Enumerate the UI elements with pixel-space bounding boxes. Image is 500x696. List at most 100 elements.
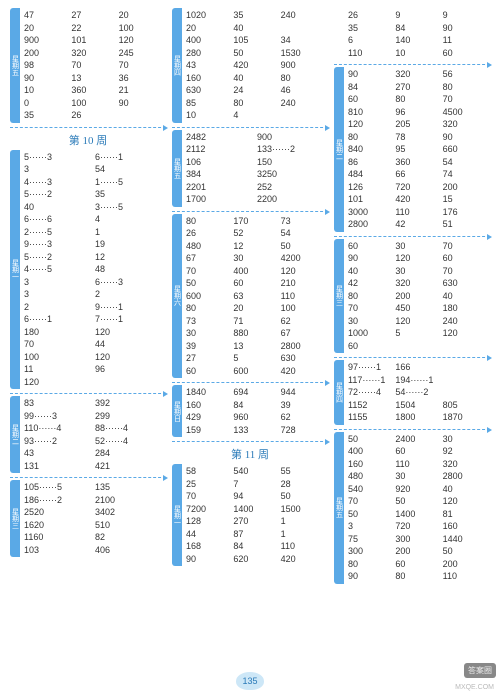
answer-grid: 4727202022100900101120200320245987070901… bbox=[20, 8, 166, 123]
answer-cell: 80 bbox=[395, 570, 442, 583]
answer-cell: 480 bbox=[186, 240, 233, 253]
answer-cell: 630 bbox=[443, 277, 490, 290]
answer-cell: 50 bbox=[233, 47, 280, 60]
answer-cell: 1800 bbox=[395, 411, 442, 424]
answer-cell: 74 bbox=[443, 168, 490, 181]
answer-cell: 80 bbox=[186, 302, 233, 315]
answer-cell: 67 bbox=[281, 327, 328, 340]
answer-block: 星期二8339299······3299110······488······49… bbox=[10, 396, 166, 473]
answer-cell: 140 bbox=[395, 34, 442, 47]
answer-grid: 5······36······13544······31······55····… bbox=[20, 150, 166, 390]
answer-cell: 35 bbox=[95, 188, 166, 201]
answer-cell: 120 bbox=[95, 326, 166, 339]
answer-cell: 694 bbox=[233, 386, 280, 399]
answer-cell: 85 bbox=[186, 97, 233, 110]
answer-cell: 420 bbox=[233, 59, 280, 72]
answer-cell: 101 bbox=[71, 34, 118, 47]
answer-cell: 105 bbox=[233, 34, 280, 47]
answer-cell: 280 bbox=[186, 47, 233, 60]
answer-cell: 5······3 bbox=[24, 151, 95, 164]
answer-cell: 166 bbox=[395, 361, 442, 374]
answer-cell: 7 bbox=[233, 478, 280, 491]
answer-cell: 27 bbox=[71, 9, 118, 22]
answer-cell: 2520 bbox=[24, 506, 95, 519]
answer-cell: 660 bbox=[443, 143, 490, 156]
answer-cell: 9······3 bbox=[24, 238, 95, 251]
answer-cell: 44 bbox=[95, 338, 166, 351]
answer-cell: 99······3 bbox=[24, 410, 95, 423]
answer-cell bbox=[95, 376, 166, 389]
answer-cell: 50 bbox=[348, 433, 395, 446]
answer-cell: 252 bbox=[257, 181, 328, 194]
answer-cell: 54······2 bbox=[395, 386, 442, 399]
answer-cell: 2 bbox=[24, 301, 95, 314]
answer-cell: 1 bbox=[281, 528, 328, 541]
answer-cell: 90 bbox=[443, 22, 490, 35]
section-separator bbox=[334, 357, 490, 358]
answer-cell: 50 bbox=[443, 545, 490, 558]
answer-cell bbox=[395, 340, 442, 353]
answer-cell: 6······1 bbox=[95, 151, 166, 164]
answer-cell: 60 bbox=[348, 240, 395, 253]
day-tab: 星期三 bbox=[334, 239, 344, 354]
answer-cell: 34 bbox=[281, 34, 328, 47]
answer-cell: 15 bbox=[443, 193, 490, 206]
answer-cell: 88······4 bbox=[95, 422, 166, 435]
answer-cell: 22 bbox=[71, 22, 118, 35]
section-separator bbox=[172, 441, 328, 442]
answer-cell: 9 bbox=[443, 9, 490, 22]
answer-cell bbox=[443, 340, 490, 353]
answer-cell: 186······2 bbox=[24, 494, 95, 507]
answer-cell: 6······6 bbox=[24, 213, 95, 226]
answer-cell: 86 bbox=[348, 156, 395, 169]
answer-block: 星期五5024003040060921601103204803028005409… bbox=[334, 432, 490, 584]
answer-cell: 93······2 bbox=[24, 435, 95, 448]
answer-cell: 194······1 bbox=[395, 374, 442, 387]
answer-cell: 1400 bbox=[395, 508, 442, 521]
answer-cell: 960 bbox=[233, 411, 280, 424]
answer-cell: 630 bbox=[186, 84, 233, 97]
answer-cell: 4500 bbox=[443, 106, 490, 119]
answer-cell: 300 bbox=[395, 533, 442, 546]
answer-cell: 3250 bbox=[257, 168, 328, 181]
answer-cell: 728 bbox=[281, 424, 328, 437]
answer-cell: 25 bbox=[186, 478, 233, 491]
answer-cell: 70 bbox=[348, 495, 395, 508]
answer-cell: 4······3 bbox=[24, 176, 95, 189]
answer-cell: 4200 bbox=[281, 252, 328, 265]
day-tab: 星期四 bbox=[172, 8, 182, 123]
answer-cell: 67 bbox=[186, 252, 233, 265]
answer-cell: 168 bbox=[186, 540, 233, 553]
answer-cell: 1152 bbox=[348, 399, 395, 412]
answer-cell: 9 bbox=[395, 9, 442, 22]
answer-cell: 9······1 bbox=[95, 301, 166, 314]
answer-cell: 120 bbox=[443, 495, 490, 508]
answer-cell: 240 bbox=[443, 315, 490, 328]
answer-cell: 73 bbox=[186, 315, 233, 328]
day-tab: 星期三 bbox=[10, 480, 20, 557]
answer-cell: 100 bbox=[24, 351, 95, 364]
answer-grid: 1020352402040400105342805015304342090016… bbox=[182, 8, 328, 123]
page-number: 135 bbox=[236, 672, 264, 690]
answer-cell: 1700 bbox=[186, 193, 257, 206]
day-tab: 星期六 bbox=[172, 214, 182, 379]
answer-cell: 120 bbox=[348, 118, 395, 131]
answer-grid: 1840694944160843942996062159133728 bbox=[182, 385, 328, 437]
answer-cell: 36 bbox=[119, 72, 166, 85]
day-tab: 星期二 bbox=[10, 396, 20, 473]
answer-cell: 12 bbox=[95, 251, 166, 264]
answer-cell: 920 bbox=[395, 483, 442, 496]
answer-cell: 320 bbox=[443, 458, 490, 471]
answer-cell: 50 bbox=[281, 490, 328, 503]
answer-cell: 90 bbox=[24, 72, 71, 85]
answer-cell: 840 bbox=[348, 143, 395, 156]
answer-cell: 135 bbox=[95, 481, 166, 494]
answer-cell: 126 bbox=[348, 181, 395, 194]
answer-cell: 70 bbox=[186, 265, 233, 278]
answer-cell: 30 bbox=[443, 433, 490, 446]
answer-cell: 28 bbox=[281, 478, 328, 491]
answer-cell: 3 bbox=[24, 288, 95, 301]
answer-cell: 880 bbox=[233, 327, 280, 340]
answer-cell: 26 bbox=[71, 109, 118, 122]
answer-cell: 20 bbox=[186, 22, 233, 35]
